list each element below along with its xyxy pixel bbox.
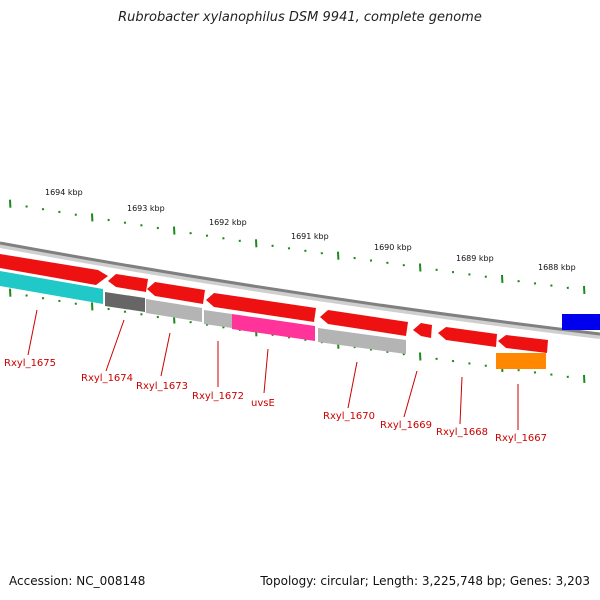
kbp-label: 1689 kbp — [456, 254, 494, 263]
kbp-label: 1691 kbp — [291, 232, 329, 241]
gene-label-uvse[interactable]: uvsE — [251, 398, 275, 409]
kbp-label: 1692 kbp — [209, 218, 247, 227]
gene-labels: Rxyl_1675 Rxyl_1674 Rxyl_1673 Rxyl_1672 … — [4, 309, 547, 444]
feature-arrow[interactable] — [147, 282, 205, 304]
feature-rxyl-1667[interactable] — [496, 353, 546, 369]
feature-arrow[interactable] — [0, 254, 108, 285]
genome-backbone — [0, 241, 600, 336]
gene-label-rxyl-1675[interactable]: Rxyl_1675 — [4, 358, 56, 369]
leader-line — [105, 319, 125, 372]
feature-rxyl-1670[interactable] — [318, 328, 406, 354]
feature-arrow[interactable] — [206, 293, 316, 322]
feature-uvse[interactable] — [232, 314, 315, 341]
leader-line — [403, 370, 418, 418]
feature-rxyl-1674[interactable] — [105, 292, 145, 312]
kbp-label: 1694 kbp — [45, 188, 83, 197]
inner-feature-track — [0, 271, 546, 369]
gene-label-rxyl-1667[interactable]: Rxyl_1667 — [495, 433, 547, 444]
feature-arrow[interactable] — [108, 274, 148, 292]
gene-label-rxyl-1670[interactable]: Rxyl_1670 — [323, 411, 375, 422]
feature-rxyl-1673[interactable] — [146, 299, 202, 322]
feature-arrow[interactable] — [320, 310, 408, 336]
gene-label-rxyl-1669[interactable]: Rxyl_1669 — [380, 420, 432, 431]
gene-label-rxyl-1672[interactable]: Rxyl_1672 — [192, 391, 244, 402]
feature-arrow[interactable] — [438, 327, 497, 347]
topology-text: Topology: circular; Length: 3,225,748 bp… — [260, 574, 590, 588]
kbp-label: 1693 kbp — [127, 204, 165, 213]
kbp-label: 1688 kbp — [538, 263, 576, 272]
leader-line — [459, 376, 463, 425]
gene-label-rxyl-1673[interactable]: Rxyl_1673 — [136, 381, 188, 392]
feature-arrow[interactable] — [413, 323, 432, 338]
leader-line — [160, 332, 171, 377]
leader-line — [263, 348, 269, 394]
gene-label-rxyl-1674[interactable]: Rxyl_1674 — [81, 373, 133, 384]
leader-line — [27, 309, 38, 356]
feature-rxyl-1672[interactable] — [204, 310, 232, 328]
genome-backbone-shadow — [0, 242, 600, 339]
kbp-label: 1690 kbp — [374, 243, 412, 252]
upper-scale-ticks — [9, 199, 586, 294]
accession-text: Accession: NC_008148 — [9, 574, 146, 588]
feature-block-blue[interactable] — [562, 314, 600, 330]
outer-feature-track — [0, 254, 600, 353]
gene-label-rxyl-1668[interactable]: Rxyl_1668 — [436, 427, 488, 438]
leader-line — [347, 361, 358, 409]
feature-arrow[interactable] — [498, 335, 548, 353]
map-title: Rubrobacter xylanophilus DSM 9941, compl… — [118, 10, 482, 25]
feature-rxyl-1675[interactable] — [0, 271, 103, 304]
